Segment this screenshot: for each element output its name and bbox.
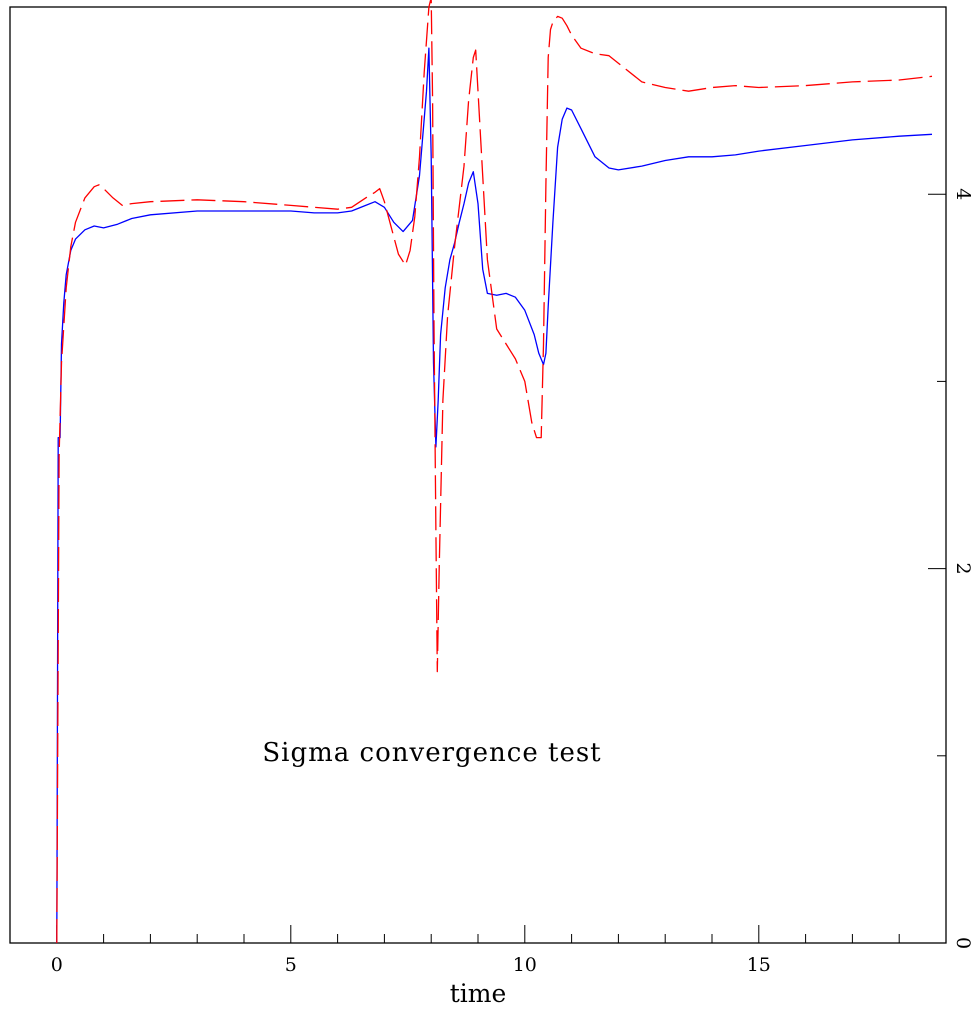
x-tick-label: 5: [285, 954, 297, 976]
y-tick-label: 4: [952, 188, 971, 200]
x-tick-label: 10: [513, 954, 537, 976]
series-layer: [56, 0, 933, 944]
x-tick-label: 15: [747, 954, 771, 976]
series-line-2: [56, 0, 933, 944]
annotation-label: Sigma convergence test: [262, 738, 601, 768]
y-tick-label: 0: [952, 937, 971, 949]
ticks: 0 5 10 15 0 2 4: [51, 6, 971, 976]
x-tick-label: 0: [51, 954, 63, 976]
y-tick-label: 2: [952, 563, 971, 575]
x-axis-title: time: [450, 979, 507, 1008]
series-line-1: [56, 47, 933, 944]
plot-frame: [9, 6, 947, 944]
